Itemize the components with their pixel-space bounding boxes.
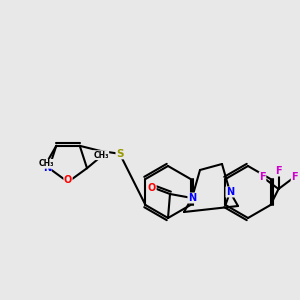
Text: S: S — [116, 149, 124, 159]
Text: N: N — [226, 187, 234, 197]
Text: F: F — [291, 172, 298, 182]
Text: CH₃: CH₃ — [93, 151, 109, 160]
Text: N: N — [188, 193, 196, 203]
Text: O: O — [148, 183, 156, 193]
Text: F: F — [275, 166, 282, 176]
Text: CH₃: CH₃ — [38, 159, 54, 168]
Text: N: N — [43, 163, 51, 173]
Text: O: O — [64, 175, 72, 185]
Text: F: F — [259, 172, 266, 182]
